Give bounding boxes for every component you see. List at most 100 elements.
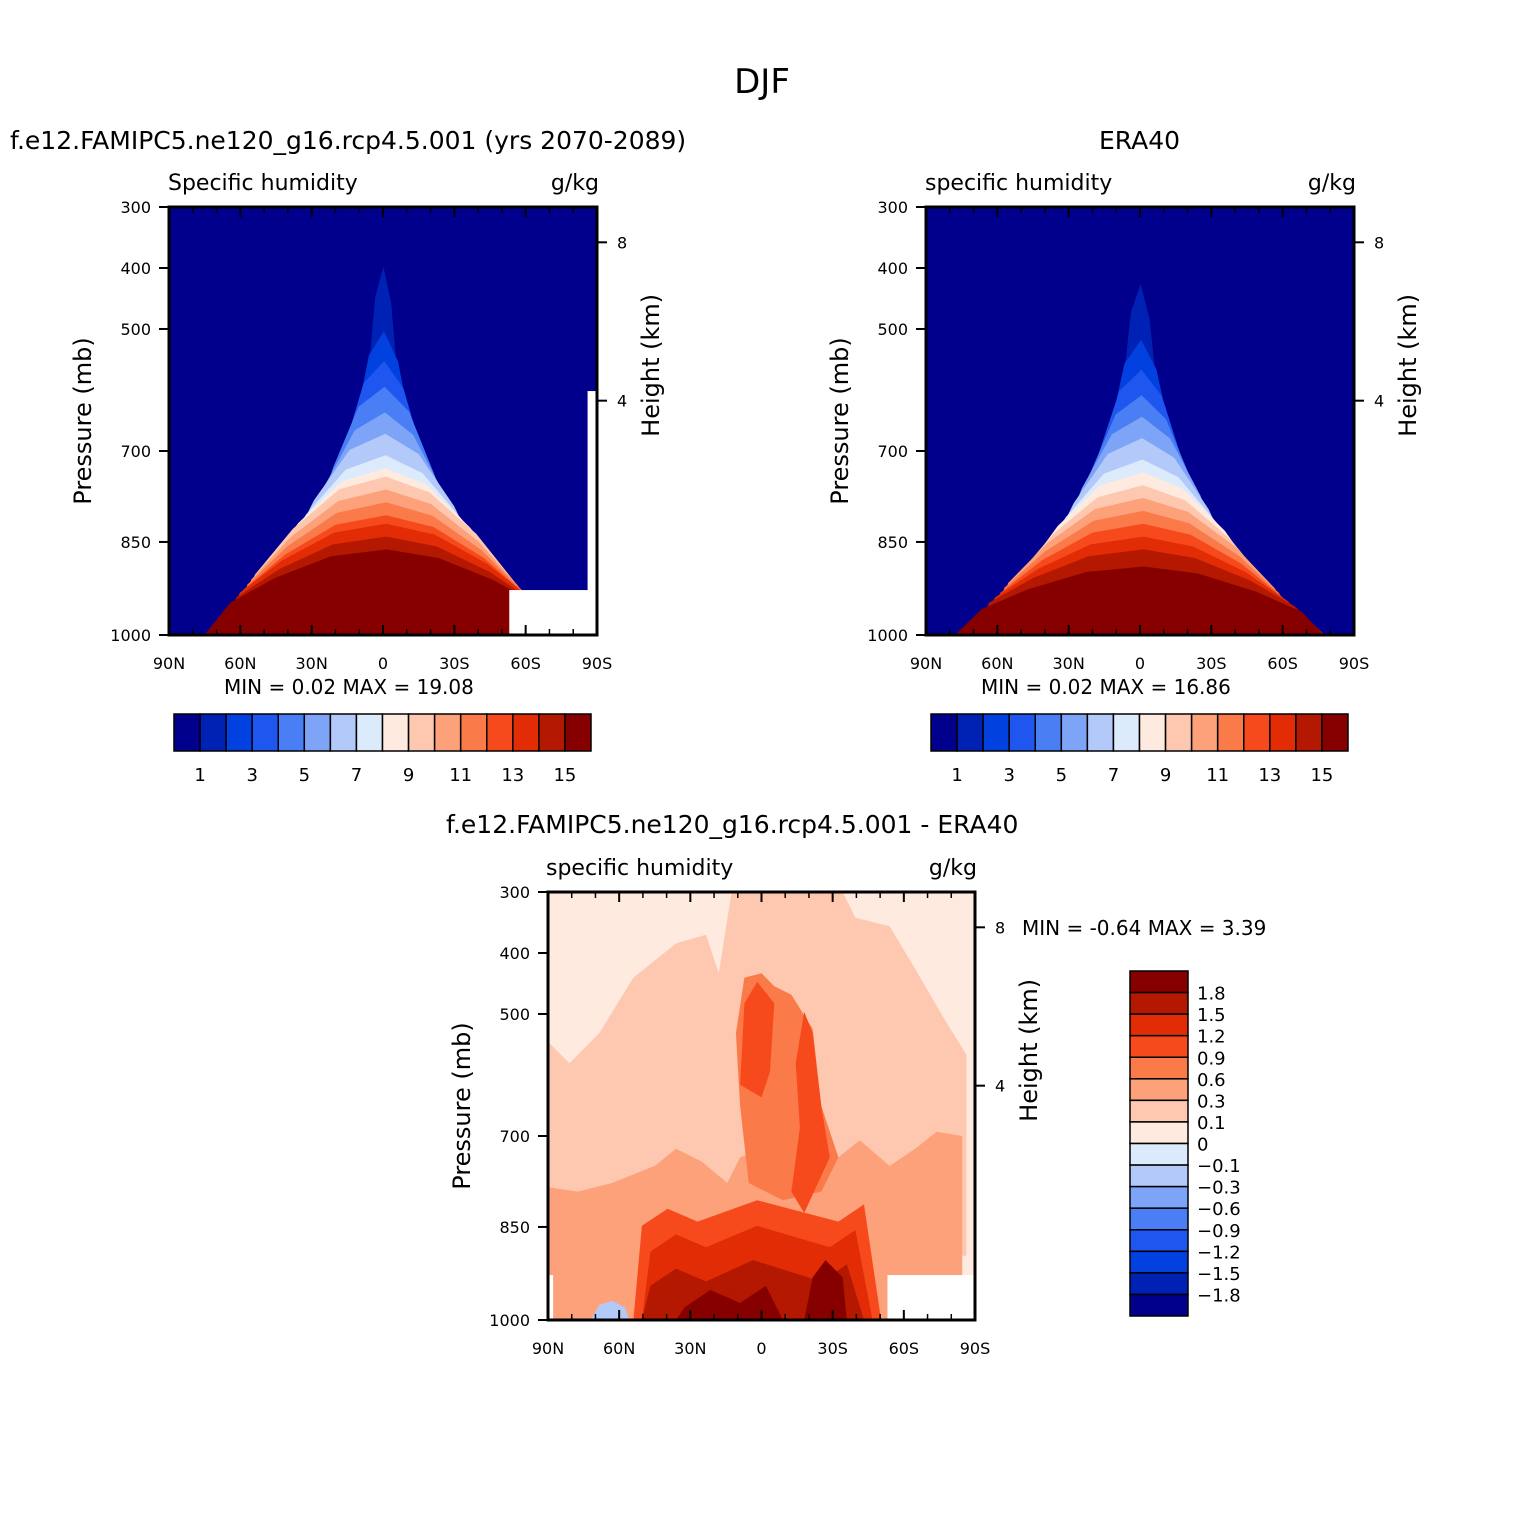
obs-colorbar-box (1138, 713, 1167, 752)
diff-colorbar-box (1129, 1121, 1189, 1145)
model-colorbar-box (303, 713, 332, 752)
model-xtick-label: 90N (153, 654, 185, 673)
diff-contours (548, 892, 975, 1320)
obs-colorbar-box (982, 713, 1010, 752)
obs-colorbar-box (1112, 713, 1141, 752)
obs-colorbar-box (1269, 713, 1297, 752)
diff-colorbar-box (1129, 1099, 1189, 1123)
diff-colorbar-label: −0.6 (1197, 1199, 1241, 1220)
diff-colorbar-label: −1.8 (1197, 1285, 1241, 1306)
diff-xtick-label: 30S (817, 1339, 848, 1358)
diff-colorbar-box (1129, 1056, 1189, 1080)
diff-colorbar-label: −1.5 (1197, 1264, 1241, 1285)
model-ytick-label: 850 (120, 533, 151, 552)
diff-colorbar-label: 0.1 (1197, 1113, 1226, 1134)
obs-colorbar-box (1060, 713, 1089, 752)
diff-colorbar-box (1129, 1207, 1189, 1231)
obs-height-tick-label: 8 (1374, 233, 1384, 252)
obs-panel-title: ERA40 (1099, 126, 1181, 155)
obs-minmax: MIN = 0.02 MAX = 16.86 (981, 675, 1231, 699)
obs-colorbar-label: 7 (1108, 765, 1119, 786)
model-colorbar-label: 7 (351, 765, 362, 786)
obs-subtitle: specific humidity (925, 171, 1112, 196)
obs-contour-level-15 (955, 566, 1324, 635)
obs-colorbar-box (1190, 713, 1219, 752)
obs-ytick-label: 700 (877, 442, 908, 461)
model-colorbar-box (355, 713, 384, 752)
obs-ytick-label: 400 (877, 259, 908, 278)
diff-ytick-label: 700 (499, 1127, 530, 1146)
obs-xtick-label: 30S (1196, 654, 1227, 673)
obs-colorbar-box (1034, 713, 1063, 752)
diff-colorbar-box (1129, 1293, 1189, 1317)
model-ytick-label: 400 (120, 259, 151, 278)
obs-ytick-label: 1000 (867, 626, 908, 645)
diff-colorbar-box (1129, 1185, 1189, 1209)
diff-height-tick-label: 8 (995, 918, 1005, 937)
obs-colorbar-box (956, 713, 984, 752)
diff-colorbar-box (1129, 1272, 1189, 1296)
diff-ytick-label: 400 (499, 944, 530, 963)
obs-ylabel: Pressure (mb) (826, 337, 854, 504)
model-colorbar-box (486, 713, 514, 752)
obs-xtick-label: 0 (1135, 654, 1145, 673)
model-colorbar-label: 3 (246, 765, 257, 786)
model-colorbar-label: 11 (449, 765, 472, 786)
diff-colorbar-box (1129, 1013, 1189, 1037)
model-xtick-label: 30S (439, 654, 470, 673)
model-colorbar-box (564, 713, 592, 752)
diff-contour-0.9 (791, 1011, 830, 1213)
diff-colorbar-label: −0.1 (1197, 1156, 1241, 1177)
model-ytick-label: 500 (120, 320, 151, 339)
obs-colorbar-box (1295, 713, 1323, 752)
obs-xtick-label: 90S (1339, 654, 1370, 673)
diff-units: g/kg (929, 856, 977, 881)
model-height-tick-label: 4 (617, 392, 627, 411)
obs-colorbar-label: 5 (1056, 765, 1067, 786)
figure-title: DJF (734, 62, 790, 102)
diff-contour-0.9 (740, 981, 775, 1098)
obs-colorbar-box (1164, 713, 1193, 752)
model-colorbar-box (173, 713, 201, 752)
model-ylabel: Pressure (mb) (69, 337, 97, 504)
diff-contour-1.8 (804, 1260, 847, 1320)
diff-colorbar-label: 0.3 (1197, 1091, 1226, 1112)
diff-height-tick-label: 4 (995, 1077, 1005, 1096)
model-colorbar-box (407, 713, 436, 752)
obs-contours (926, 207, 1354, 635)
diff-colorbar-box (1129, 1034, 1189, 1058)
model-colorbar-label: 5 (299, 765, 310, 786)
model-colorbar-box (538, 713, 566, 752)
model-colorbar-box (277, 713, 306, 752)
obs-xtick-label: 60S (1267, 654, 1298, 673)
obs-colorbar-label: 9 (1160, 765, 1171, 786)
diff-colorbar-box (1129, 970, 1189, 994)
diff-colorbar-box (1129, 991, 1189, 1015)
diff-colorbar-label: 0.6 (1197, 1070, 1226, 1091)
obs-colorbar-label: 3 (1003, 765, 1014, 786)
diff-xtick-label: 30N (674, 1339, 706, 1358)
model-contour-level-15 (204, 549, 560, 635)
diff-panel-title: f.e12.FAMIPC5.ne120_g16.rcp4.5.001 - ERA… (446, 810, 1019, 839)
model-xtick-label: 0 (378, 654, 388, 673)
diff-colorbar-label: 0 (1197, 1135, 1208, 1156)
diff-colorbar-box (1129, 1164, 1189, 1188)
diff-xtick-label: 90N (532, 1339, 564, 1358)
diff-colorbar-label: −0.9 (1197, 1221, 1241, 1242)
obs-ylabel-right: Height (km) (1394, 294, 1422, 437)
model-ytick-label: 700 (120, 442, 151, 461)
diff-colorbar-label: 0.9 (1197, 1048, 1226, 1069)
obs-xtick-label: 60N (981, 654, 1013, 673)
obs-colorbar-box (1321, 713, 1349, 752)
obs-colorbar-box (930, 713, 958, 752)
model-minmax: MIN = 0.02 MAX = 19.08 (224, 675, 474, 699)
diff-minmax: MIN = -0.64 MAX = 3.39 (1022, 916, 1266, 940)
model-colorbar-box (199, 713, 227, 752)
model-xtick-label: 90S (582, 654, 613, 673)
model-panel-title: f.e12.FAMIPC5.ne120_g16.rcp4.5.001 (yrs … (10, 126, 687, 155)
obs-colorbar-box (1086, 713, 1115, 752)
obs-ytick-label: 500 (877, 320, 908, 339)
model-colorbar-label: 9 (403, 765, 414, 786)
obs-colorbar-box (1216, 713, 1245, 752)
